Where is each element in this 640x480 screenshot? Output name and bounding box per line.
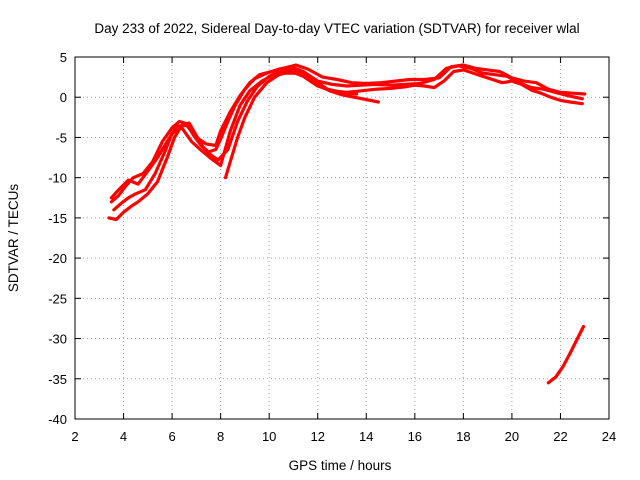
chart-title: Day 233 of 2022, Sidereal Day-to-day VTE… bbox=[94, 21, 579, 36]
plot-frame bbox=[74, 56, 610, 420]
x-tick-label: 8 bbox=[217, 429, 224, 444]
x-axis-label: GPS time / hours bbox=[289, 458, 392, 473]
x-tick-label: 12 bbox=[310, 429, 324, 444]
y-tick-label: -35 bbox=[48, 372, 67, 387]
series-group bbox=[107, 63, 587, 385]
series-line-track-b bbox=[109, 64, 584, 204]
x-tick-label: 2 bbox=[71, 429, 78, 444]
series-line-track-d bbox=[223, 68, 584, 180]
x-tick-label: 24 bbox=[602, 429, 616, 444]
axis-ticks: 2 4 6 8 10 12 14 16 18 20 22 2450-5-10-15-20-25-30-… bbox=[48, 50, 616, 444]
x-tick-label: 22 bbox=[553, 429, 567, 444]
x-tick-label: 6 bbox=[168, 429, 175, 444]
y-tick-label: 5 bbox=[60, 50, 67, 65]
series-line-track-f bbox=[546, 324, 586, 385]
x-tick-label: 10 bbox=[262, 429, 276, 444]
y-axis-label: SDTVAR / TECUs bbox=[6, 184, 21, 293]
y-tick-label: -20 bbox=[48, 251, 67, 266]
y-tick-label: -25 bbox=[48, 291, 67, 306]
y-tick-label: -15 bbox=[48, 211, 67, 226]
y-tick-label: -5 bbox=[55, 130, 67, 145]
y-tick-label: -10 bbox=[48, 171, 67, 186]
x-tick-label: 20 bbox=[505, 429, 519, 444]
series-line-track-e bbox=[112, 71, 359, 212]
grid bbox=[75, 57, 609, 419]
y-tick-label: -30 bbox=[48, 332, 67, 347]
y-tick-label: -40 bbox=[48, 412, 67, 427]
x-tick-label: 4 bbox=[120, 429, 127, 444]
x-tick-label: 18 bbox=[456, 429, 470, 444]
x-tick-label: 14 bbox=[359, 429, 373, 444]
series-line-track-c bbox=[109, 63, 587, 200]
y-tick-label: 0 bbox=[60, 90, 67, 105]
x-tick-label: 16 bbox=[408, 429, 422, 444]
